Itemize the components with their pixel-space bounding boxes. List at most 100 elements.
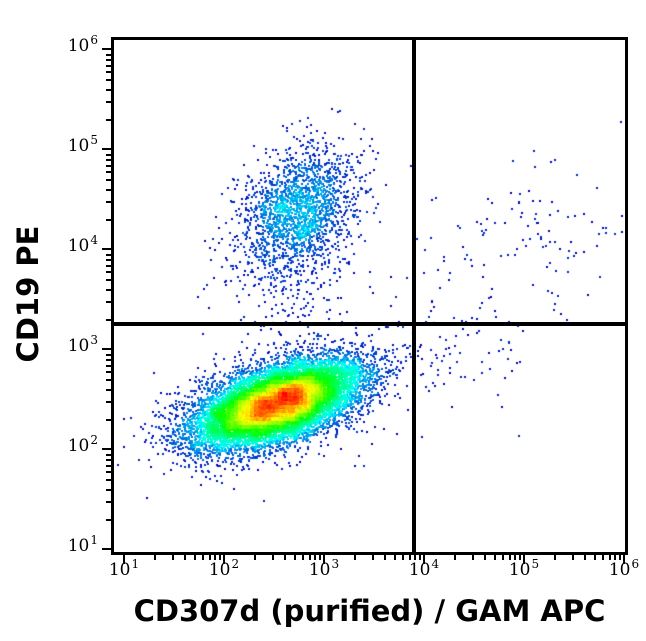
x-axis-minor-tick (484, 555, 487, 560)
x-axis-tick-label: 102 (208, 557, 240, 580)
x-axis-minor-tick (301, 555, 304, 560)
x-axis-major-tick (623, 555, 625, 564)
x-axis-minor-tick (208, 555, 211, 560)
y-axis-major-tick (102, 148, 111, 150)
x-axis-minor-tick (454, 555, 457, 560)
y-axis-minor-tick (106, 353, 111, 356)
x-axis-minor-tick (501, 555, 504, 560)
y-axis-tick-label: 105 (67, 133, 98, 156)
x-axis-minor-tick (508, 555, 511, 560)
y-axis-tick-label: 101 (67, 533, 98, 556)
x-axis-minor-tick (319, 555, 322, 560)
y-axis-minor-tick (106, 253, 111, 256)
y-axis-minor-tick (106, 458, 111, 461)
y-axis-major-tick (102, 48, 111, 50)
y-axis-minor-tick (106, 118, 111, 121)
x-axis-minor-tick (308, 555, 311, 560)
y-axis-minor-tick (106, 501, 111, 504)
x-axis-minor-tick (493, 555, 496, 560)
y-axis-minor-tick (106, 271, 111, 274)
y-axis-tick-label: 103 (67, 333, 98, 356)
x-axis-minor-tick (193, 555, 196, 560)
y-axis-minor-tick (106, 171, 111, 174)
y-axis-minor-tick (106, 318, 111, 321)
plot-area (111, 37, 628, 555)
y-axis-tick-label: 102 (67, 433, 98, 456)
y-axis-minor-tick (106, 464, 111, 467)
x-axis-minor-tick (619, 555, 622, 560)
y-axis-major-tick (102, 248, 111, 250)
y-axis-minor-tick (106, 179, 111, 182)
x-axis-major-tick (423, 555, 425, 564)
y-axis-minor-tick (106, 479, 111, 482)
x-axis-major-tick (123, 555, 125, 564)
y-axis-minor-tick (106, 64, 111, 67)
x-axis-minor-tick (314, 555, 317, 560)
x-axis-major-tick (523, 555, 525, 564)
y-axis-minor-tick (106, 164, 111, 167)
x-axis-major-tick (223, 555, 225, 564)
y-axis-major-tick (102, 448, 111, 450)
x-axis-minor-tick (171, 555, 174, 560)
y-axis-minor-tick (106, 218, 111, 221)
x-axis-minor-tick (371, 555, 374, 560)
x-axis-minor-tick (608, 555, 611, 560)
y-axis-major-tick (102, 348, 111, 350)
y-axis-minor-tick (106, 488, 111, 491)
x-axis-minor-tick (514, 555, 517, 560)
x-axis-minor-tick (154, 555, 157, 560)
y-axis-tick-label: 104 (67, 233, 98, 256)
x-axis-minor-tick (471, 555, 474, 560)
y-axis-minor-tick (106, 401, 111, 404)
y-axis-minor-tick (106, 518, 111, 521)
y-axis-minor-tick (106, 264, 111, 267)
x-axis-minor-tick (414, 555, 417, 560)
x-axis-minor-tick (271, 555, 274, 560)
x-axis-minor-tick (393, 555, 396, 560)
x-axis-minor-tick (214, 555, 217, 560)
y-axis-minor-tick (106, 79, 111, 82)
x-axis-tick-label: 105 (508, 557, 540, 580)
x-axis-minor-tick (408, 555, 411, 560)
x-axis-minor-tick (571, 555, 574, 560)
x-axis-minor-tick (284, 555, 287, 560)
x-axis-minor-tick (614, 555, 617, 560)
x-axis-minor-tick (601, 555, 604, 560)
quadrant-horizontal-gate-line (114, 322, 625, 326)
x-axis-major-tick (323, 555, 325, 564)
y-axis-minor-tick (106, 358, 111, 361)
x-axis-tick-label: 106 (608, 557, 640, 580)
y-axis-minor-tick (106, 88, 111, 91)
y-axis-minor-tick (106, 258, 111, 261)
quadrant-vertical-gate-line (412, 40, 416, 552)
x-axis-minor-tick (384, 555, 387, 560)
x-axis-tick-label: 104 (408, 557, 440, 580)
x-axis-tick-label: 101 (108, 557, 140, 580)
x-axis-minor-tick (584, 555, 587, 560)
y-axis-minor-tick (106, 53, 111, 56)
y-axis-minor-tick (106, 453, 111, 456)
y-axis-minor-tick (106, 58, 111, 61)
x-axis-minor-tick (254, 555, 257, 560)
y-axis-minor-tick (106, 471, 111, 474)
y-axis-minor-tick (106, 101, 111, 104)
y-axis-minor-tick (106, 279, 111, 282)
y-axis-minor-tick (106, 201, 111, 204)
x-axis-minor-tick (593, 555, 596, 560)
y-axis-minor-tick (106, 188, 111, 191)
y-axis-tick-label: 106 (67, 33, 98, 56)
y-axis-minor-tick (106, 153, 111, 156)
y-axis-minor-tick (106, 71, 111, 74)
y-axis-minor-tick (106, 388, 111, 391)
x-axis-minor-tick (419, 555, 422, 560)
y-axis-minor-tick (106, 418, 111, 421)
y-axis-minor-tick (106, 301, 111, 304)
x-axis-minor-tick (184, 555, 187, 560)
y-axis-minor-tick (106, 364, 111, 367)
y-axis-minor-tick (106, 371, 111, 374)
x-axis-minor-tick (401, 555, 404, 560)
x-axis-title: CD307d (purified) / GAM APC (133, 594, 606, 628)
y-axis-minor-tick (106, 379, 111, 382)
x-axis-minor-tick (219, 555, 222, 560)
